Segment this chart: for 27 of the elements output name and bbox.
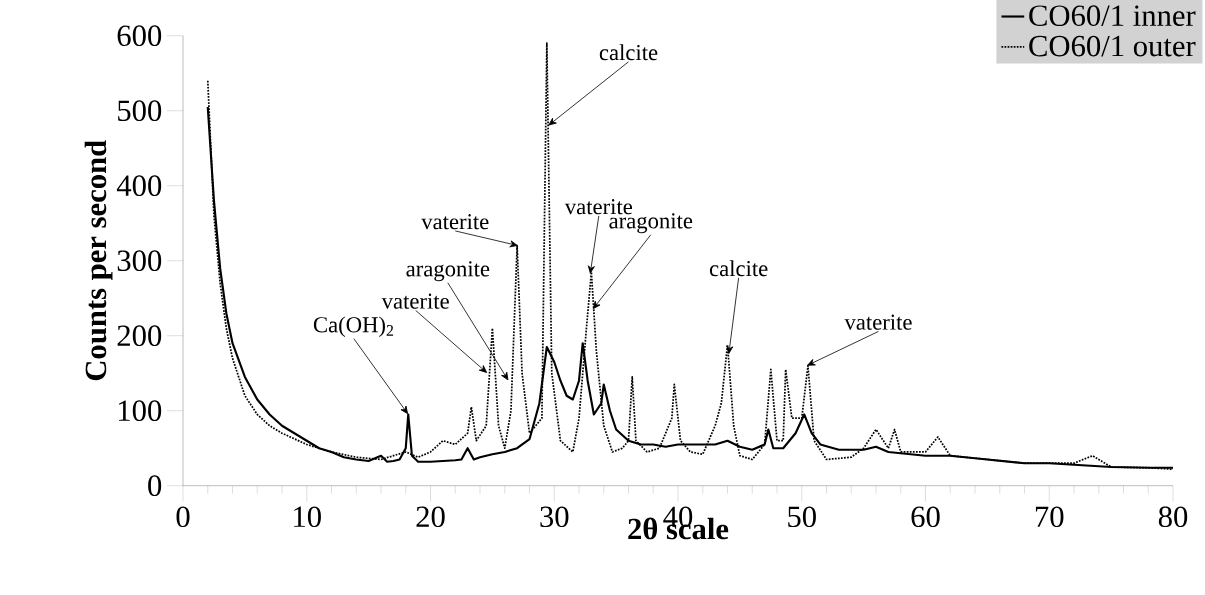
annotation: calcite (709, 260, 768, 277)
annotation: vaterite (844, 314, 912, 330)
y-tick-label: 500 (118, 100, 162, 122)
x-tick-label: 20 (416, 506, 445, 528)
annotation: vaterite (381, 293, 449, 309)
x-tick-label: 10 (294, 506, 321, 528)
annotation: vaterite (421, 214, 489, 230)
x-tick-label: 50 (788, 506, 816, 528)
y-tick-label: 600 (117, 25, 162, 47)
x-tick-label: 30 (540, 506, 569, 528)
annotation: aragonite (406, 261, 490, 282)
y-tick-label: 400 (116, 175, 162, 197)
annotation: vaterite (564, 199, 633, 215)
annotation: aragonite (609, 213, 693, 234)
y-tick-label: 300 (117, 250, 162, 272)
y-tick-label: 200 (117, 325, 162, 347)
legend-label: CO60/1 outer (1029, 35, 1196, 57)
legend-label: CO60/1 inner (1029, 5, 1196, 27)
x-tick-label: 0 (176, 506, 190, 528)
y-tick-label: 0 (148, 475, 162, 497)
annotation: Ca(OH)$_{2}$ (313, 316, 394, 338)
x-tick-label: 70 (1035, 506, 1064, 528)
x-tick-label: 80 (1158, 506, 1188, 528)
x-tick-label: 60 (911, 506, 940, 528)
annotation: calcite (599, 44, 658, 61)
y-tick-label: 100 (119, 400, 162, 422)
y-axis-title: Counts per second (84, 140, 113, 381)
